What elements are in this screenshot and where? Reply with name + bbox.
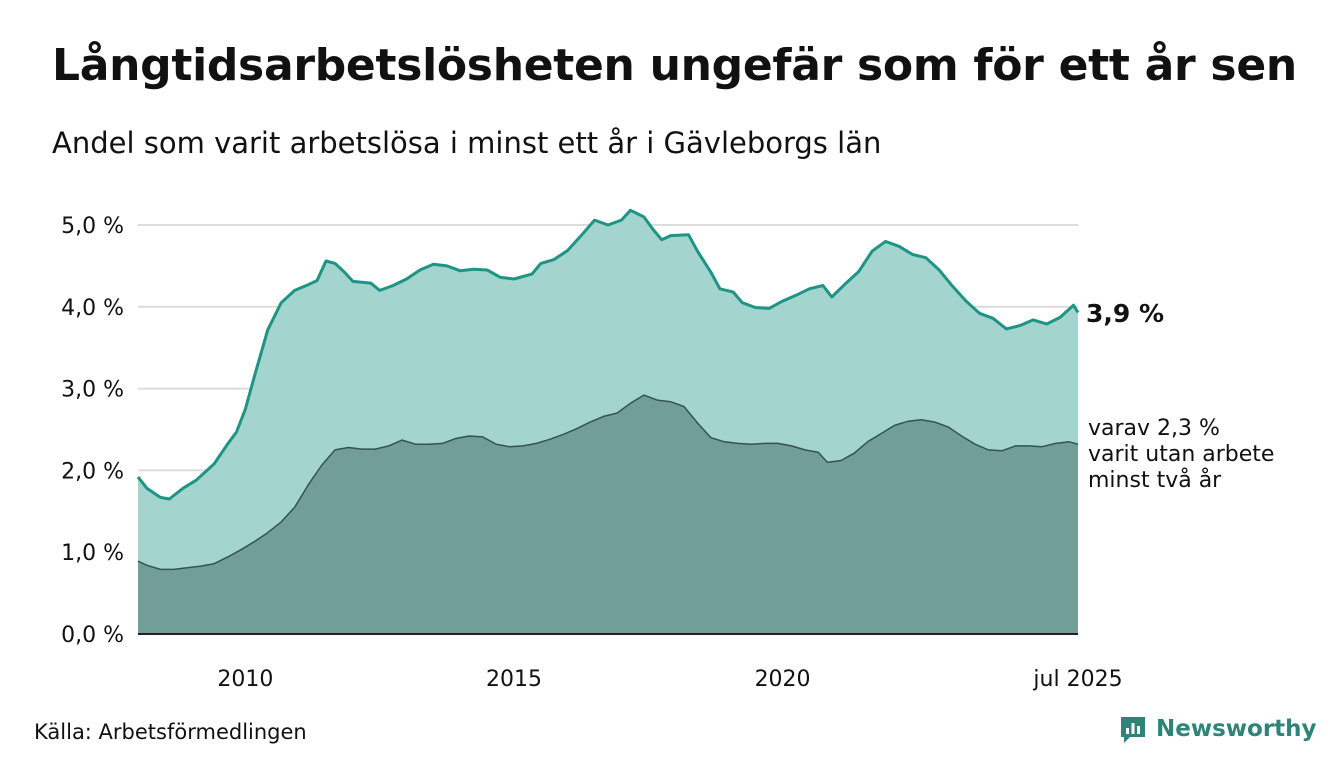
long-term-share-label-line-3: minst två år — [1088, 467, 1222, 493]
x-tick-label: 2010 — [217, 667, 273, 692]
total-share-line — [136, 208, 1080, 501]
y-tick-label: 4,0 % — [61, 296, 124, 321]
x-tick-label: 2015 — [486, 667, 542, 692]
y-tick-label: 3,0 % — [61, 378, 124, 403]
newsworthy-bubble-icon — [1121, 717, 1145, 743]
long-term-share-area — [138, 395, 1078, 634]
brand-name: Newsworthy — [1156, 716, 1317, 742]
long-term-share-label-line-2: varit utan arbete — [1088, 442, 1274, 467]
x-tick-label: jul 2025 — [1032, 667, 1122, 692]
y-tick-label: 5,0 % — [61, 214, 124, 239]
y-tick-label: 2,0 % — [61, 459, 124, 484]
chart-areas — [136, 208, 1080, 635]
y-tick-label: 1,0 % — [61, 541, 124, 566]
y-tick-label: 0,0 % — [61, 623, 124, 648]
chart-annotations: 3,9 % varav 2,3 % varit utan arbete mins… — [1086, 299, 1274, 493]
total-share-label: 3,9 % — [1086, 299, 1164, 328]
chart-subtitle: Andel som varit arbetslösa i minst ett å… — [52, 126, 882, 160]
brand-logo: Newsworthy — [1118, 714, 1317, 744]
source-note: Källa: Arbetsförmedlingen — [34, 720, 307, 744]
x-tick-label: 2020 — [755, 667, 811, 692]
chart-axes: 0,0 % 1,0 % 2,0 % 3,0 % 4,0 % 5,0 % 2010 2015 20… — [61, 214, 1122, 692]
chart-title: Långtidsarbetslösheten ungefär som för e… — [52, 40, 1297, 91]
long-term-share-label-line-1: varav 2,3 % — [1088, 416, 1220, 441]
long-term-share-line — [137, 394, 1079, 571]
